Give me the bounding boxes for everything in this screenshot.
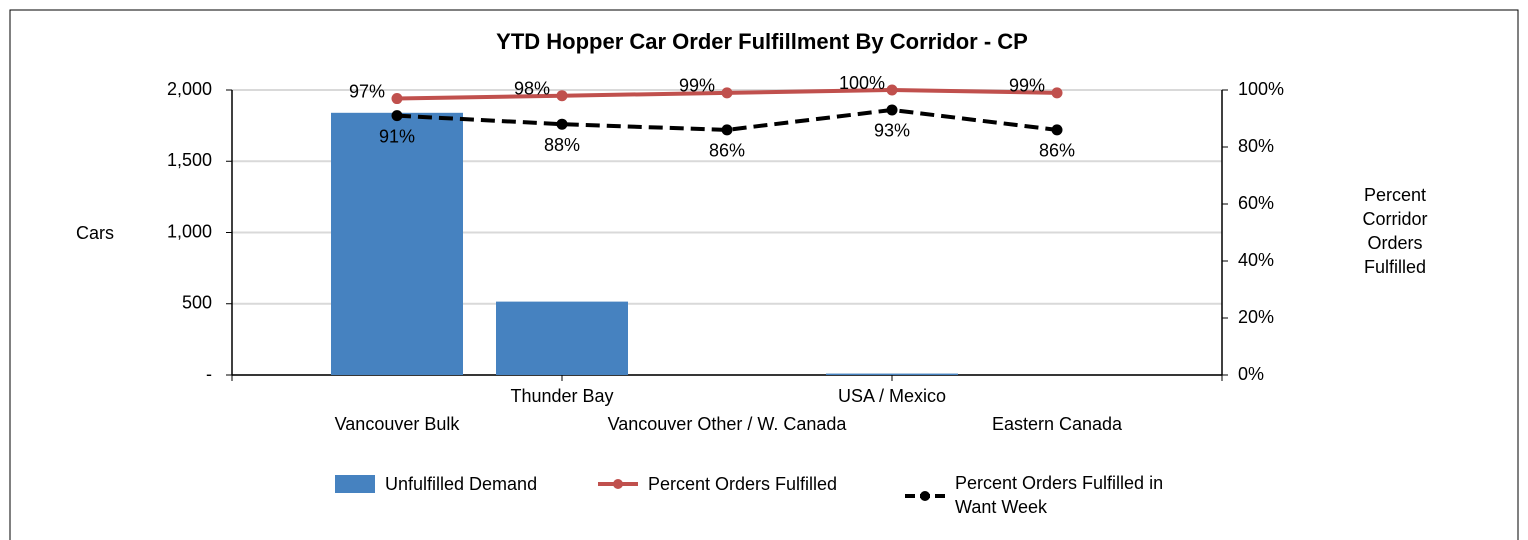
line-marker [391,110,403,122]
data-label: 86% [1039,141,1075,161]
y-tick-label: 1,000 [167,221,212,241]
bar [826,373,958,375]
x-tick-label: Vancouver Other / W. Canada [608,414,848,434]
line-marker [556,118,568,130]
line-marker [721,124,733,136]
bar [496,301,628,375]
y2-tick-label: 0% [1238,364,1264,384]
data-label: 88% [544,135,580,155]
legend-label: Percent Orders Fulfilled [648,474,838,494]
y-tick-label: 500 [182,293,212,313]
data-label: 97% [349,81,385,101]
x-tick-label: Vancouver Bulk [335,414,461,434]
y2-tick-label: 20% [1238,307,1274,327]
data-label: 86% [709,141,745,161]
legend-label: Percent Orders Fulfilled in Want Week [955,473,1164,517]
line [396,107,1058,132]
data-label: 99% [679,76,715,96]
line-marker [391,93,403,105]
legend-label: Unfulfilled Demand [385,474,538,494]
y-axis-label: Cars [75,223,114,243]
bar [331,112,463,376]
line-marker [1051,87,1063,99]
line-marker [886,84,898,96]
chart-title: YTD Hopper Car Order Fulfillment By Corr… [496,29,1028,54]
y2-tick-label: 80% [1238,136,1274,156]
data-label: 100% [839,73,885,93]
y2-tick-label: 60% [1238,193,1274,213]
legend-marker [613,479,623,489]
line-marker [721,87,733,99]
data-label: 99% [1009,76,1045,96]
y2-tick-label: 40% [1238,250,1274,270]
line-marker [886,104,898,116]
x-tick-label: Eastern Canada [992,414,1123,434]
data-label: 91% [379,126,415,146]
y-tick-label: 1,500 [167,150,212,170]
line-marker [1051,124,1063,136]
frame [9,9,1519,540]
legend-swatch [335,475,375,493]
y2-axis-label: Percent Corridor Orders Fulfilled [1362,185,1428,277]
y-tick-label: - [206,364,212,384]
legend-marker [920,491,930,501]
data-label: 98% [514,78,550,98]
data-label: 93% [874,121,910,141]
line-marker [556,90,568,102]
x-tick-label: Thunder Bay [510,386,613,406]
y-tick-label: 2,000 [167,79,212,99]
y2-tick-label: 100% [1238,79,1284,99]
x-tick-label: USA / Mexico [838,386,946,406]
